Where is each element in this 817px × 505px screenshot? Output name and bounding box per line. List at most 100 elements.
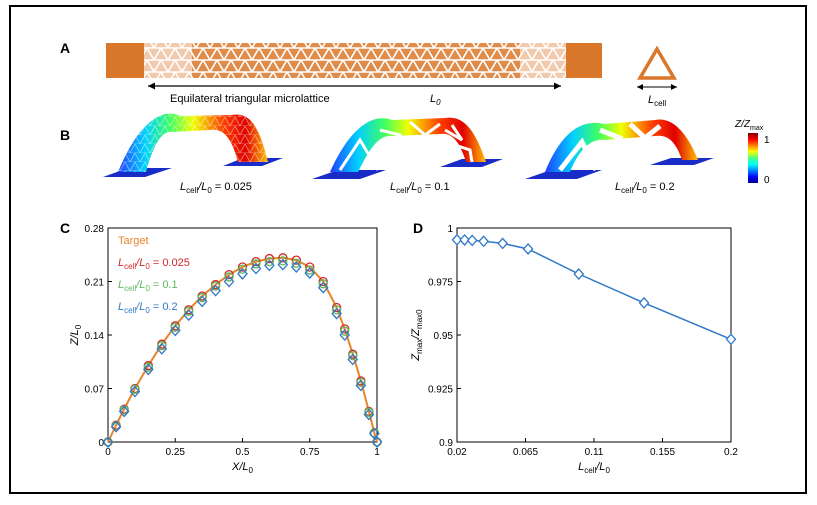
- point-c-s3-20: [347, 353, 359, 366]
- y-tick-label-d: 0.975: [428, 278, 453, 289]
- y-tick-label-c: 0.07: [85, 385, 105, 396]
- point-c-s2-4: [143, 362, 154, 372]
- colorbar: Z/Zmax 1 0: [734, 119, 770, 186]
- y-tick-label-c: 0.21: [85, 278, 105, 289]
- arch2-left-pad: [312, 170, 386, 179]
- point-c-s2-15: [291, 258, 301, 268]
- point-c-s2-3: [130, 384, 140, 394]
- colorbar-min-label: 0: [764, 175, 770, 186]
- point-c-s2-17: [318, 279, 328, 289]
- point-c-s2-19: [340, 326, 350, 336]
- point-c-s3-18: [331, 307, 343, 320]
- x-tick-label-d: 0.065: [513, 447, 538, 458]
- plot-c-frame: [107, 227, 378, 443]
- point-c-s3-11: [237, 267, 248, 280]
- colorbar-gradient: [748, 133, 758, 183]
- left-clamp: [106, 43, 144, 78]
- sample-label-01: Lcell/L0 = 0.1: [390, 181, 450, 195]
- point-c-s3-24: [371, 436, 383, 448]
- point-c-s2-22: [364, 407, 374, 417]
- chart-c: 0 0.25 0.5 0.75 1 0 0.07 0.14 0.21 0.28 X/L0 Z/L0 Ta…: [69, 224, 383, 475]
- y-axis-label-d: Zmax/Zmax0: [410, 309, 424, 362]
- arch3-struts: [558, 122, 662, 172]
- point-c-s1-14: [278, 253, 288, 263]
- x-tick-label-d: 0.155: [650, 447, 675, 458]
- point-c-s3-19: [339, 329, 351, 341]
- legend-c-0: Target: [118, 235, 149, 247]
- point-c-s3-10: [223, 275, 235, 288]
- y-tick-label-d: 0.925: [428, 385, 453, 396]
- lattice-fade-right: [520, 43, 566, 78]
- unit-cell-triangle: [636, 45, 678, 80]
- arch3-right-pad: [650, 158, 714, 165]
- length-label: L0: [430, 93, 441, 107]
- point-c-s2-9: [210, 281, 221, 291]
- x-tick-label-d: 0.02: [447, 447, 467, 458]
- point-d-8: [725, 333, 737, 346]
- point-d-3: [478, 235, 490, 248]
- panel-label-c: C: [60, 220, 70, 236]
- point-c-s2-10: [224, 272, 234, 282]
- colorbar-title: Z/Zmax: [734, 119, 764, 132]
- point-c-s2-16: [305, 265, 315, 275]
- point-d-5: [522, 243, 534, 255]
- point-d-2: [466, 234, 478, 247]
- point-c-s3-1: [110, 420, 122, 433]
- point-c-s2-21: [356, 377, 366, 388]
- x-tick-label-c: 0.25: [166, 447, 186, 458]
- x-axis-label-c: X/L0: [231, 461, 254, 475]
- arch2-right-pad: [440, 159, 503, 167]
- x-tick-label-c: 1: [374, 447, 380, 458]
- point-c-s3-2: [118, 405, 130, 418]
- arch3-surface: [545, 119, 698, 172]
- point-d-4: [497, 237, 509, 250]
- lattice-caption: Equilateral triangular microlattice: [170, 93, 330, 105]
- series-d-line: [456, 239, 732, 340]
- legend-c-2: Lcell/L0 = 0.1: [118, 279, 178, 293]
- right-clamp: [566, 43, 602, 78]
- chart-d: 0.02 0.065 0.11 0.155 0.2 0.9 0.925 0.95 0.975 1 L…: [410, 224, 738, 475]
- point-c-s3-21: [355, 379, 367, 392]
- deformed-arch-01: [312, 117, 503, 179]
- point-c-s1-16: [305, 262, 315, 272]
- point-c-s3-9: [210, 284, 221, 297]
- point-c-s3-0: [102, 436, 114, 448]
- point-c-s3-3: [129, 385, 141, 398]
- x-tick-label-c: 0.75: [300, 447, 320, 458]
- point-d-1: [459, 234, 470, 246]
- microlattice-pattern: [144, 43, 566, 78]
- point-c-s3-22: [363, 408, 375, 421]
- point-c-s1-13: [264, 253, 275, 264]
- y-tick-label-c: 0: [98, 438, 104, 449]
- x-tick-label-d: 0.2: [724, 447, 738, 458]
- legend-c-3: Lcell/L0 = 0.2: [118, 301, 178, 315]
- point-c-s3-7: [183, 309, 195, 322]
- point-c-s2-8: [197, 292, 207, 303]
- point-c-s3-17: [317, 281, 329, 294]
- x-tick-label-d: 0.11: [585, 447, 604, 458]
- point-c-s3-12: [250, 262, 262, 275]
- y-tick-label-d: 0.95: [434, 331, 454, 342]
- plot-d-frame: [456, 227, 732, 443]
- panel-b: B Lcell/L0 = 0.025 Lcell/L0 = 0.1 Lcell/…: [60, 113, 770, 195]
- point-c-s2-7: [184, 306, 194, 316]
- point-d-7: [638, 296, 650, 309]
- point-d-6: [573, 268, 585, 280]
- point-c-s3-4: [142, 363, 154, 376]
- y-tick-label-c: 0.28: [85, 224, 105, 235]
- colorbar-max-label: 1: [764, 135, 770, 146]
- panel-label-d: D: [413, 220, 423, 236]
- y-tick-label-d: 0.9: [439, 438, 453, 449]
- panel-label-a: A: [60, 40, 70, 56]
- arch1-mesh: [118, 113, 268, 172]
- point-c-s2-18: [331, 305, 342, 315]
- x-tick-label-c: 0.5: [236, 447, 250, 458]
- x-tick-label-c: 0: [105, 447, 111, 458]
- cell-length-label: Lcell: [648, 94, 666, 108]
- point-d-0: [451, 233, 463, 246]
- sample-label-0025: Lcell/L0 = 0.025: [180, 181, 252, 195]
- figure-frame: [9, 5, 807, 494]
- y-axis-label-c: Z/L0: [69, 324, 83, 346]
- point-c-s3-5: [156, 342, 168, 355]
